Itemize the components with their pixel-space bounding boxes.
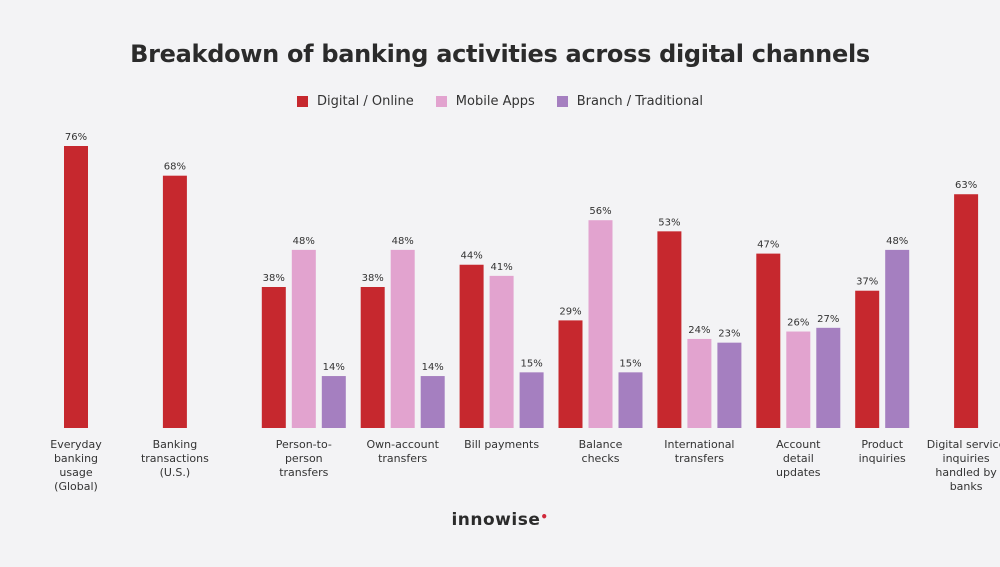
chart-title: Breakdown of banking activities across d…: [130, 40, 870, 68]
value-label-product-inquiries-branch-traditional: 48%: [886, 236, 908, 247]
value-label-person-to-person-transfers-branch-traditional: 14%: [323, 362, 345, 373]
legend-label-mobile-apps: Mobile Apps: [455, 94, 535, 109]
bar-balance-checks-branch-traditional: [618, 372, 643, 428]
legend-item-mobile-apps: Mobile Apps: [435, 94, 535, 109]
bar-person-to-person-transfers-digital-online: [261, 287, 286, 428]
category-label-person-to-person-transfers: Person-to-person transfers: [276, 438, 332, 479]
value-label-international-transfers-mobile-apps: 24%: [688, 325, 710, 336]
bar-person-to-person-transfers-branch-traditional: [321, 376, 346, 428]
bar-account-detail-updates-branch-traditional: [816, 327, 841, 428]
value-label-person-to-person-transfers-digital-online: 38%: [263, 273, 285, 284]
category-label-product-inquiries: Product inquiries: [859, 438, 906, 465]
value-label-account-detail-updates-branch-traditional: 27%: [817, 314, 839, 325]
legend-label-branch-traditional: Branch / Traditional: [576, 94, 703, 109]
category-label-balance-checks: Balance checks: [579, 438, 623, 465]
value-label-balance-checks-mobile-apps: 56%: [589, 206, 611, 217]
bar-balance-checks-digital-online: [558, 320, 583, 428]
bar-product-inquiries-digital-online: [855, 290, 880, 428]
value-label-own-account-transfers-digital-online: 38%: [362, 273, 384, 284]
bar-international-transfers-branch-traditional: [717, 342, 742, 428]
value-label-banking-transactions-u-s-digital-online: 68%: [164, 162, 186, 173]
bar-balance-checks-mobile-apps: [588, 220, 613, 428]
value-label-balance-checks-branch-traditional: 15%: [619, 358, 641, 369]
value-label-own-account-transfers-mobile-apps: 48%: [392, 236, 414, 247]
bar-banking-transactions-u-s-digital-online: [162, 175, 187, 428]
category-label-banking-transactions-u-s: Banking transactions (U.S.): [141, 438, 209, 479]
bar-bill-payments-branch-traditional: [519, 372, 544, 428]
value-label-bill-payments-branch-traditional: 15%: [520, 358, 542, 369]
value-label-account-detail-updates-digital-online: 47%: [757, 240, 779, 251]
bar-international-transfers-digital-online: [657, 231, 682, 428]
value-label-digital-service-inquiries-handled-by-banks-digital-online: 63%: [955, 180, 977, 191]
category-label-own-account-transfers: Own-account transfers: [366, 438, 439, 465]
legend-label-digital-online: Digital / Online: [317, 94, 414, 109]
legend-item-digital-online: Digital / Online: [297, 94, 414, 109]
legend-item-branch-traditional: Branch / Traditional: [556, 94, 703, 109]
value-label-account-detail-updates-mobile-apps: 26%: [787, 318, 809, 329]
category-label-bill-payments: Bill payments: [464, 438, 539, 451]
legend-swatch-digital-online: [297, 96, 309, 107]
value-label-bill-payments-digital-online: 44%: [460, 251, 482, 262]
value-label-own-account-transfers-branch-traditional: 14%: [422, 362, 444, 373]
bar-product-inquiries-branch-traditional: [885, 249, 910, 428]
value-label-everyday-banking-usage-global-digital-online: 76%: [65, 132, 87, 143]
bar-own-account-transfers-branch-traditional: [420, 376, 445, 428]
brand-name: innowise: [451, 510, 541, 530]
bar-digital-service-inquiries-handled-by-banks-digital-online: [954, 194, 979, 428]
bar-own-account-transfers-digital-online: [360, 287, 385, 428]
value-label-person-to-person-transfers-mobile-apps: 48%: [293, 236, 315, 247]
value-label-international-transfers-branch-traditional: 23%: [718, 329, 740, 340]
brand-logo: innowise•: [0, 510, 1000, 530]
bar-bill-payments-mobile-apps: [489, 275, 514, 428]
bar-own-account-transfers-mobile-apps: [390, 249, 415, 428]
value-label-international-transfers-digital-online: 53%: [658, 217, 680, 228]
chart-legend: Digital / Online Mobile Apps Branch / Tr…: [0, 94, 1000, 109]
value-label-bill-payments-mobile-apps: 41%: [490, 262, 512, 273]
bar-everyday-banking-usage-global-digital-online: [64, 146, 88, 428]
bar-person-to-person-transfers-mobile-apps: [291, 249, 316, 428]
category-label-digital-service-inquiries-handled-by-banks: Digital service inquiries handled by banks: [927, 438, 1000, 493]
value-label-balance-checks-digital-online: 29%: [559, 306, 581, 317]
bar-international-transfers-mobile-apps: [687, 338, 712, 428]
value-label-product-inquiries-digital-online: 37%: [856, 277, 878, 288]
category-label-international-transfers: International transfers: [664, 438, 734, 465]
bar-account-detail-updates-digital-online: [756, 253, 781, 428]
bar-account-detail-updates-mobile-apps: [786, 331, 811, 428]
legend-swatch-mobile-apps: [435, 96, 447, 107]
category-label-account-detail-updates: Account detail updates: [776, 438, 821, 479]
brand-dot-icon: •: [540, 510, 549, 524]
legend-swatch-branch-traditional: [556, 96, 568, 107]
category-label-everyday-banking-usage-global: Everyday banking usage (Global): [50, 438, 102, 493]
bar-bill-payments-digital-online: [459, 264, 484, 428]
